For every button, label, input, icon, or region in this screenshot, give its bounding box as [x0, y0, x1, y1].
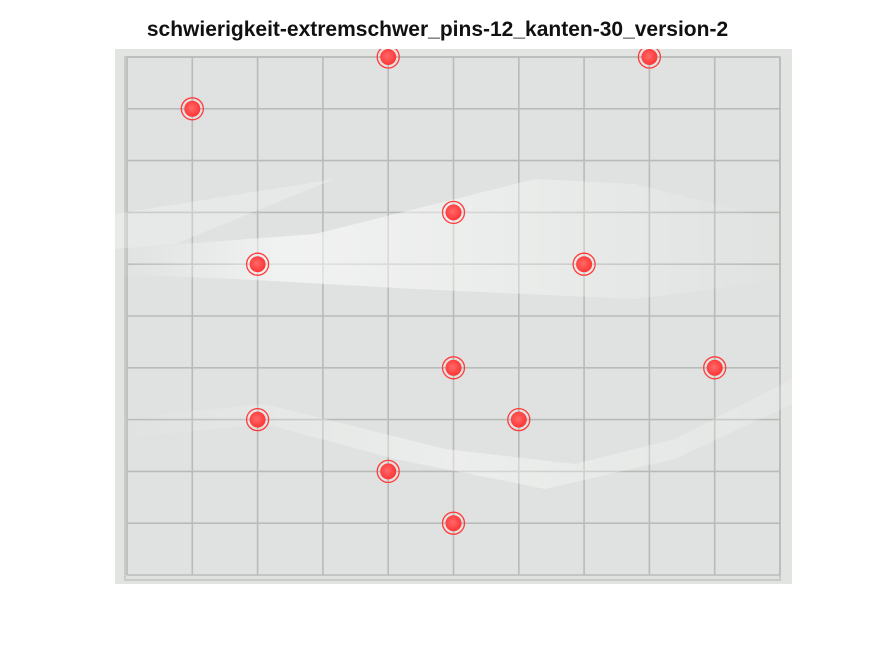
- pin-ring: [376, 459, 400, 484]
- pin-ring: [572, 252, 596, 276]
- pin-marker: [637, 49, 662, 69]
- board-inner-surface: [124, 56, 781, 581]
- pin-board: [115, 49, 792, 584]
- glare-reflection: [115, 179, 335, 249]
- pin-dot: [380, 49, 397, 65]
- glare-reflection: [115, 179, 792, 299]
- pin-marker: [180, 97, 204, 121]
- pin-ring: [637, 49, 662, 69]
- pin-marker: [376, 49, 400, 69]
- pin-marker: [441, 200, 466, 225]
- pin-dot: [576, 256, 593, 273]
- pin-markers: [180, 49, 727, 535]
- pin-dot: [706, 359, 723, 376]
- pin-ring: [180, 97, 204, 121]
- pin-marker: [245, 252, 270, 276]
- pin-dot: [249, 411, 266, 428]
- pin-dot: [445, 359, 462, 376]
- pin-ring: [376, 49, 400, 69]
- pin-marker: [441, 511, 466, 535]
- pin-ring: [245, 407, 270, 432]
- pin-dot: [641, 49, 658, 65]
- pin-ring: [507, 407, 531, 432]
- pin-ring: [703, 356, 727, 380]
- pin-dot: [184, 100, 201, 117]
- pin-dot: [249, 256, 266, 273]
- pin-ring: [441, 200, 466, 225]
- pin-dot: [445, 204, 462, 221]
- pin-marker: [441, 356, 466, 380]
- pin-ring: [245, 252, 270, 276]
- pin-marker: [572, 252, 596, 276]
- figure-title: schwierigkeit-extremschwer_pins-12_kante…: [146, 18, 729, 41]
- pin-dot: [380, 463, 397, 480]
- glare-reflection: [115, 379, 792, 489]
- pin-dot: [445, 515, 462, 532]
- pin-ring: [441, 356, 466, 380]
- pin-marker: [245, 407, 270, 432]
- pin-marker: [507, 407, 531, 432]
- pin-marker: [703, 356, 727, 380]
- board-photo: [115, 49, 792, 584]
- pin-marker: [376, 459, 400, 484]
- pin-dot: [510, 411, 527, 428]
- pin-ring: [441, 511, 466, 535]
